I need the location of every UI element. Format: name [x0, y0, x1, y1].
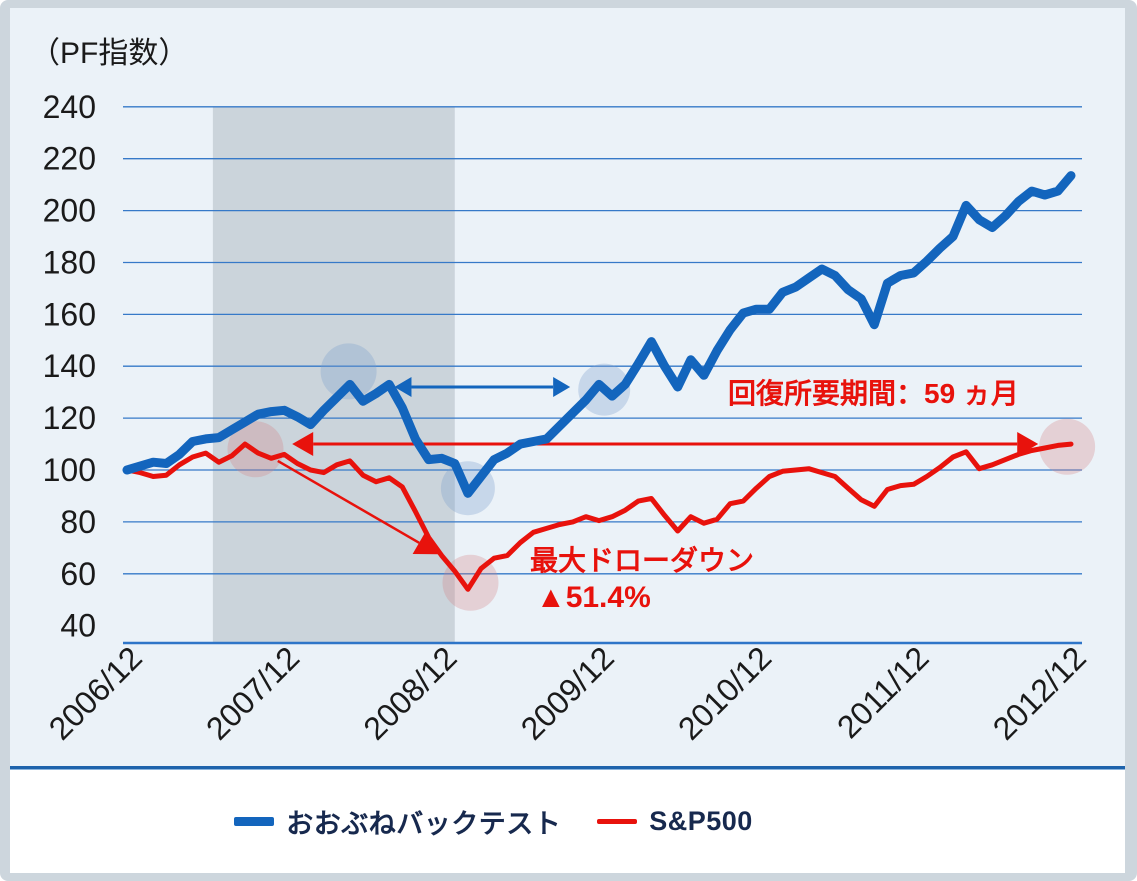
y-axis-unit-label: （PF指数）: [30, 37, 189, 70]
legend: おおぶねバックテスト S&P500: [10, 770, 1125, 873]
max-drawdown-annotation: 最大ドローダウン: [530, 545, 755, 576]
chart-inner-panel: おおぶねバックテスト S&P500: [10, 8, 1125, 873]
legend-row: おおぶねバックテスト S&P500: [234, 802, 753, 841]
legend-label-ohbune: おおぶねバックテスト: [286, 809, 562, 839]
legend-swatch-red-line: [597, 819, 638, 824]
legend-label-sp500: S&P500: [649, 806, 753, 836]
legend-separator-line: [10, 766, 1125, 770]
legend-item-sp500: S&P500: [597, 806, 753, 837]
recovery-period-annotation: 回復所要期間：59 ヵ月: [728, 378, 1019, 409]
legend-swatch-blue-line: [234, 817, 275, 826]
legend-item-ohbune: おおぶねバックテスト: [234, 802, 561, 841]
max-drawdown-value-annotation: ▲51.4%: [536, 581, 651, 614]
